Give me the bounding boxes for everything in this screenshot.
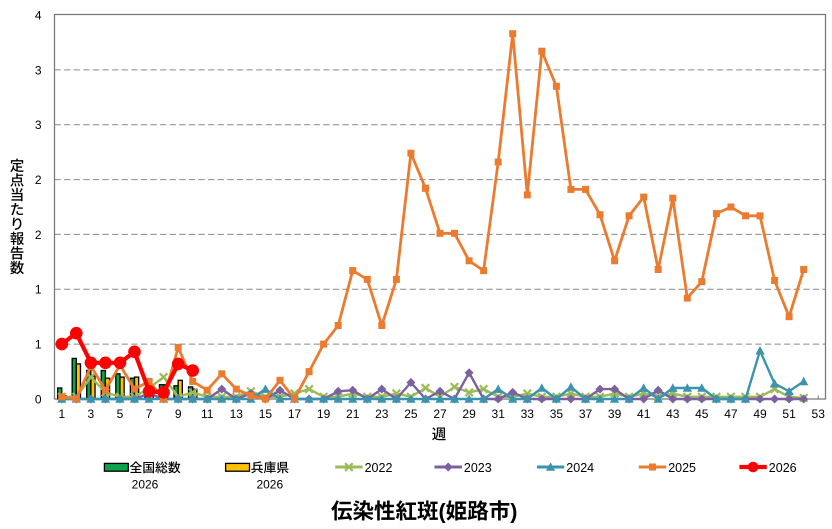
svg-text:19: 19 xyxy=(317,407,331,421)
svg-text:2026: 2026 xyxy=(769,461,797,475)
svg-text:53: 53 xyxy=(812,407,826,421)
svg-text:1: 1 xyxy=(35,338,42,352)
svg-text:3: 3 xyxy=(88,407,95,421)
svg-text:11: 11 xyxy=(201,407,214,421)
svg-text:5: 5 xyxy=(117,407,124,421)
svg-text:45: 45 xyxy=(695,407,709,421)
svg-text:47: 47 xyxy=(724,407,738,421)
svg-text:31: 31 xyxy=(492,407,506,421)
svg-text:21: 21 xyxy=(346,407,360,421)
svg-text:25: 25 xyxy=(404,407,418,421)
svg-text:33: 33 xyxy=(521,407,535,421)
svg-text:37: 37 xyxy=(579,407,593,421)
svg-text:17: 17 xyxy=(288,407,302,421)
svg-text:2025: 2025 xyxy=(668,461,696,475)
svg-text:(: ( xyxy=(439,500,447,524)
svg-text:2026: 2026 xyxy=(256,478,283,492)
svg-text:13: 13 xyxy=(230,407,244,421)
svg-text:1: 1 xyxy=(35,283,42,297)
svg-text:2022: 2022 xyxy=(365,461,393,475)
svg-text:23: 23 xyxy=(375,407,389,421)
svg-text:51: 51 xyxy=(782,407,796,421)
svg-text:3: 3 xyxy=(35,118,42,132)
svg-text:39: 39 xyxy=(608,407,622,421)
svg-text:4: 4 xyxy=(35,8,42,22)
svg-text:29: 29 xyxy=(462,407,476,421)
svg-text:1: 1 xyxy=(58,407,65,421)
svg-text:3: 3 xyxy=(35,63,42,77)
svg-text:41: 41 xyxy=(637,407,651,421)
svg-text:7: 7 xyxy=(146,407,153,421)
svg-text:2024: 2024 xyxy=(566,461,594,475)
svg-text:43: 43 xyxy=(666,407,680,421)
svg-text:2026: 2026 xyxy=(132,478,159,492)
svg-text:): ) xyxy=(510,500,517,524)
svg-text:15: 15 xyxy=(259,407,273,421)
svg-text:27: 27 xyxy=(433,407,447,421)
svg-text:49: 49 xyxy=(753,407,767,421)
svg-text:35: 35 xyxy=(550,407,564,421)
svg-text:2: 2 xyxy=(35,173,42,187)
svg-text:2023: 2023 xyxy=(464,461,492,475)
svg-text:0: 0 xyxy=(35,392,42,406)
svg-text:2: 2 xyxy=(35,228,42,242)
svg-text:9: 9 xyxy=(175,407,182,421)
